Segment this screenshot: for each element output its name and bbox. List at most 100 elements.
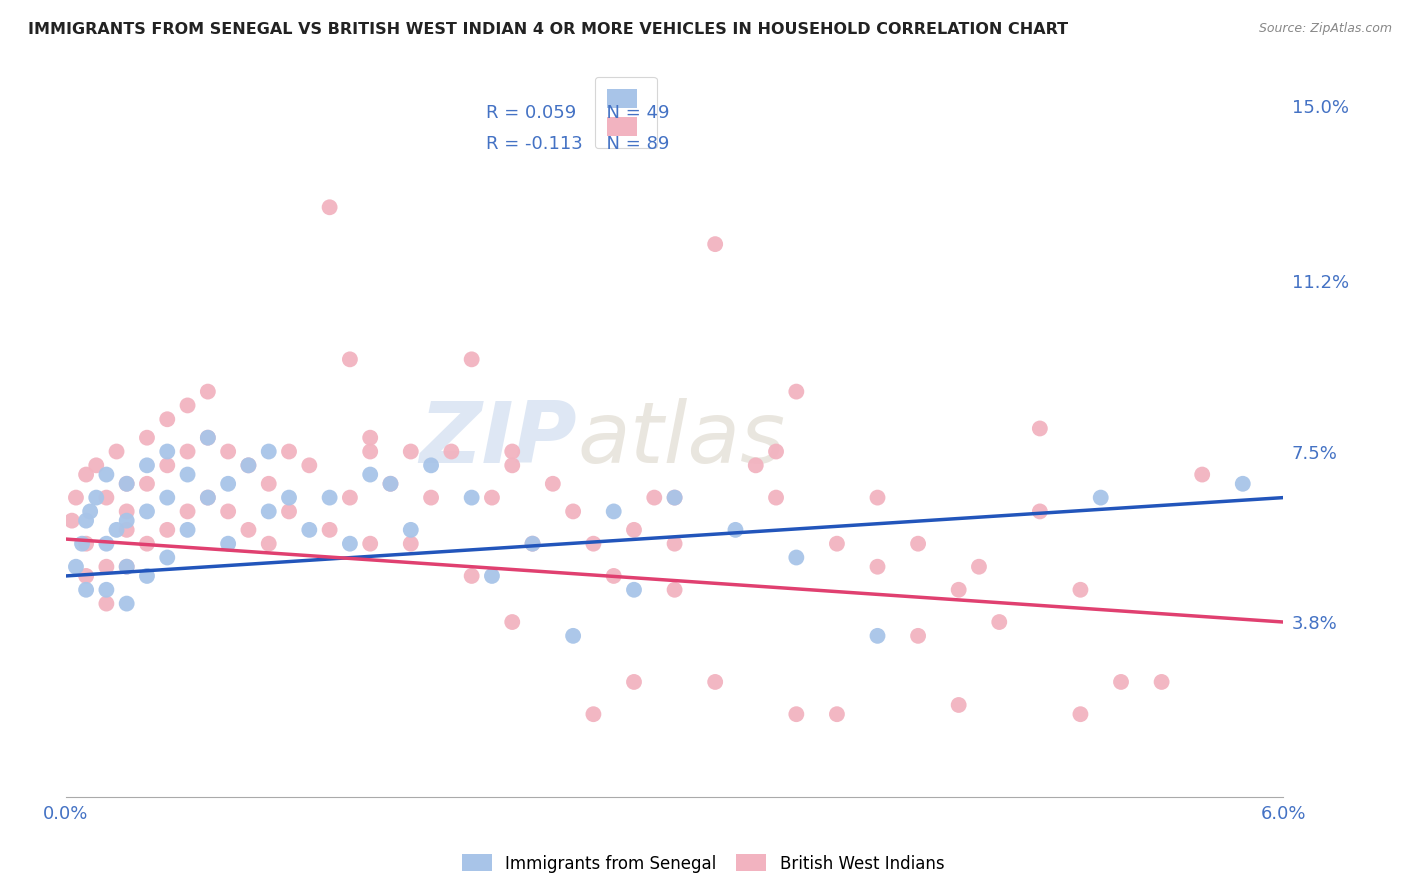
Point [481,569,503,583]
Point [1029,421,1052,435]
Point [60,514,83,528]
Point [948,698,970,712]
Point [907,629,929,643]
Point [115,597,138,611]
Point [582,707,605,722]
Point [75,514,97,528]
Point [399,444,422,458]
Point [197,431,219,445]
Point [96,582,118,597]
Point [825,537,848,551]
Point [75,582,97,597]
Point [664,537,686,551]
Point [217,537,239,551]
Point [745,458,768,473]
Point [420,458,443,473]
Point [724,523,747,537]
Point [65,559,87,574]
Point [156,523,179,537]
Point [562,629,585,643]
Point [825,707,848,722]
Point [967,559,990,574]
Point [948,582,970,597]
Point [257,444,280,458]
Point [339,537,361,551]
Point [257,537,280,551]
Point [257,504,280,518]
Point [420,491,443,505]
Point [197,491,219,505]
Point [176,399,198,413]
Point [136,569,159,583]
Point [278,491,301,505]
Point [75,467,97,482]
Point [988,615,1011,629]
Text: ZIP: ZIP [419,399,578,482]
Point [156,444,179,458]
Point [156,491,179,505]
Point [136,504,159,518]
Point [785,384,807,399]
Point [359,444,381,458]
Point [298,523,321,537]
Point [440,444,463,458]
Point [217,504,239,518]
Point [70,537,93,551]
Point [704,675,727,690]
Point [562,504,585,518]
Point [460,569,482,583]
Point [623,675,645,690]
Point [197,431,219,445]
Point [643,491,665,505]
Text: R = 0.059: R = 0.059 [486,103,576,122]
Point [278,504,301,518]
Point [522,537,544,551]
Point [176,467,198,482]
Point [765,444,787,458]
Point [136,476,159,491]
Point [156,458,179,473]
Point [176,444,198,458]
Point [238,458,260,473]
Point [156,412,179,426]
Point [96,597,118,611]
Point [96,537,118,551]
Point [866,491,889,505]
Point [96,467,118,482]
Point [176,504,198,518]
Point [785,550,807,565]
Point [79,504,101,518]
Point [765,491,787,505]
Point [96,491,118,505]
Point [1232,476,1254,491]
Text: N = 49: N = 49 [596,103,669,122]
Point [380,476,402,491]
Point [136,431,159,445]
Point [318,200,340,214]
Legend: Immigrants from Senegal, British West Indians: Immigrants from Senegal, British West In… [456,847,950,880]
Legend: , : , [595,77,657,148]
Point [359,431,381,445]
Point [115,514,138,528]
Point [664,582,686,597]
Text: Source: ZipAtlas.com: Source: ZipAtlas.com [1258,22,1392,36]
Point [1029,504,1052,518]
Point [399,523,422,537]
Point [84,458,107,473]
Point [359,467,381,482]
Point [1191,467,1213,482]
Point [176,523,198,537]
Point [1150,675,1173,690]
Point [522,537,544,551]
Point [217,444,239,458]
Point [298,458,321,473]
Point [481,491,503,505]
Point [359,537,381,551]
Text: N = 89: N = 89 [596,135,669,153]
Point [136,458,159,473]
Text: R = -0.113: R = -0.113 [486,135,582,153]
Point [399,537,422,551]
Point [105,523,128,537]
Point [602,569,624,583]
Point [318,523,340,537]
